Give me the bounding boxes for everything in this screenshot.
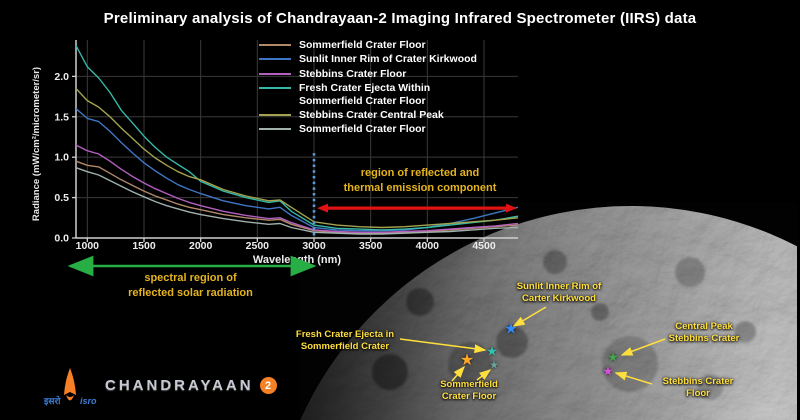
svg-text:3000: 3000	[302, 240, 326, 252]
svg-text:0.5: 0.5	[54, 192, 69, 204]
page-title: Preliminary analysis of Chandrayaan-2 Im…	[103, 10, 697, 27]
legend-item: Sunlit Inner Rim of Crater Kirkwood	[259, 53, 477, 65]
magenta-star-icon: ★	[602, 363, 614, 379]
svg-text:Radiance (mW/cm²/micrometer/sr: Radiance (mW/cm²/micrometer/sr)	[31, 67, 42, 221]
blue-star-icon: ★	[504, 320, 518, 338]
svg-text:4500: 4500	[472, 240, 496, 252]
legend-line-swatch	[259, 44, 291, 46]
legend-label: Stebbins Crater Floor	[299, 67, 407, 80]
label-central-peak-stebbins: Central Peak Stebbins Crater	[668, 321, 740, 344]
legend-label: Fresh Crater Ejecta Within Sommerfield C…	[299, 82, 431, 107]
thermal-region-annotation: region of reflected and thermal emission…	[343, 167, 497, 194]
svg-text:1000: 1000	[76, 240, 100, 252]
svg-text:3500: 3500	[359, 240, 383, 252]
legend-item: Fresh Crater Ejecta Within Sommerfield C…	[259, 82, 477, 107]
svg-text:0.0: 0.0	[54, 233, 69, 245]
svg-text:2000: 2000	[189, 240, 213, 252]
teal-star-icon: ★	[486, 343, 498, 359]
legend-label: Stebbins Crater Central Peak	[299, 108, 444, 121]
mission-name: CHANDRAYAAN	[105, 377, 254, 394]
label-stebbins-crater-floor: Stebbins Crater Floor	[662, 376, 734, 399]
svg-text:4000: 4000	[416, 240, 440, 252]
label-sommerfield-crater-floor: Sommerfield Crater Floor	[440, 379, 498, 402]
legend-line-swatch	[259, 87, 291, 90]
legend-line-swatch	[259, 72, 291, 75]
orange-star-icon: ★	[459, 352, 475, 369]
legend-item: Sommerfield Crater Floor	[259, 39, 477, 51]
svg-text:1.0: 1.0	[54, 152, 69, 164]
label-sunlit-inner-rim-kirkwood: Sunlit Inner Rim of Carter Kirkwood	[516, 281, 602, 304]
legend-label: Sommerfield Crater Floor	[299, 123, 426, 136]
legend-label: Sunlit Inner Rim of Crater Kirkwood	[299, 53, 477, 66]
svg-text:2.0: 2.0	[54, 71, 69, 83]
legend-line-swatch	[259, 113, 291, 116]
legend-item: Stebbins Crater Central Peak	[259, 109, 477, 121]
isro-logo: इसरो isro	[42, 366, 98, 415]
svg-text:1.5: 1.5	[54, 111, 69, 123]
svg-text:1500: 1500	[132, 240, 156, 252]
solar-region-annotation: spectral region of reflected solar radia…	[128, 272, 253, 299]
teal-star-icon: ★	[489, 359, 499, 372]
chart-legend: Sommerfield Crater Floor Sunlit Inner Ri…	[259, 39, 477, 136]
isro-rocket-icon: इसरो isro	[43, 368, 97, 406]
isro-hindi-text: इसरो	[43, 395, 61, 406]
legend-item: Sommerfield Crater Floor	[259, 123, 477, 135]
label-fresh-crater-ejecta: Fresh Crater Ejecta in Sommerfield Crate…	[295, 329, 395, 352]
legend-line-swatch	[259, 58, 291, 61]
isro-latin-text: isro	[80, 396, 97, 406]
svg-text:2500: 2500	[246, 240, 270, 252]
legend-label: Sommerfield Crater Floor	[299, 39, 426, 51]
mission-number-badge: 2	[259, 377, 277, 394]
chandrayaan-wordmark: CHANDRAYAAN 2	[105, 377, 277, 394]
legend-line-swatch	[259, 128, 291, 131]
svg-text:Wavelength (nm): Wavelength (nm)	[253, 254, 342, 266]
legend-item: Stebbins Crater Floor	[259, 68, 477, 80]
green-star-icon: ★	[607, 349, 619, 365]
